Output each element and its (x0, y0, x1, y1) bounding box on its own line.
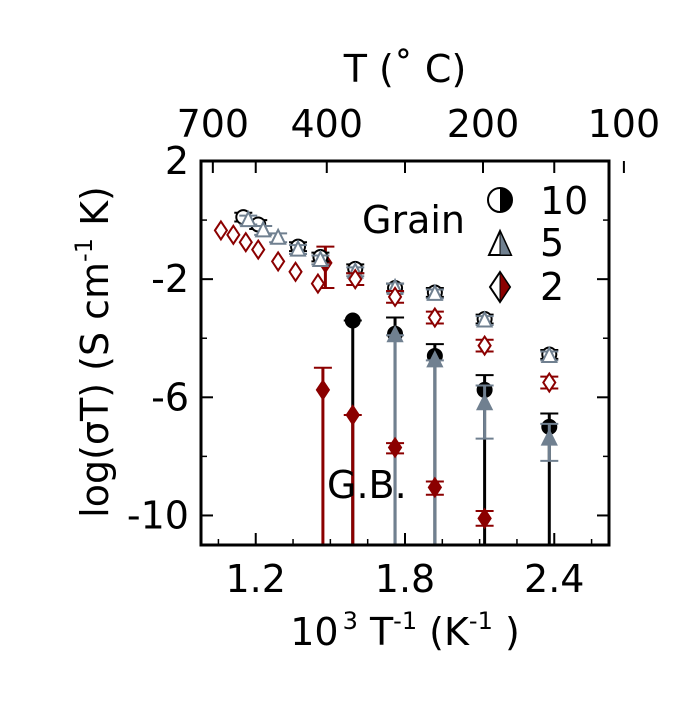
gb-point-2 (315, 379, 331, 401)
grain-point-2 (387, 286, 403, 308)
x-axis-label: 10 3 T-1 (K-1 ) (290, 607, 520, 654)
grain-point-2-shape (477, 334, 492, 357)
grain-point-5-shape (311, 249, 330, 267)
y-axis-label-exp: -1 (70, 238, 98, 262)
top-tick-label: 200 (447, 102, 520, 146)
top-tick-label: 700 (177, 102, 250, 146)
gb-point-5 (540, 428, 558, 446)
legend-marker-2 (488, 270, 512, 304)
grain-point-2 (251, 238, 266, 261)
gb-point-5 (426, 350, 444, 368)
annotation-gb: G.B. (327, 463, 407, 507)
grain-point-2-shape (288, 260, 303, 283)
gb-point-2 (427, 476, 443, 499)
grain-point-5 (426, 283, 444, 301)
y-axis-label-end: K) (73, 186, 117, 238)
grain-point-5-shape (540, 345, 558, 363)
grain-point-5 (540, 345, 558, 363)
gb-point-5-shape (475, 392, 494, 411)
y-tick-label: -6 (151, 375, 189, 419)
gb-point-2-shape (345, 404, 360, 426)
x-axis-label-exp3: -1 (469, 607, 493, 635)
x-axis-label-mid: T (358, 610, 394, 654)
grain-point-2 (427, 306, 443, 329)
x-tick-label: 2.4 (524, 557, 584, 601)
legend-marker-5 (487, 228, 513, 256)
grain-point-2 (213, 219, 229, 242)
grain-point-5-shape (239, 209, 257, 228)
gb-point-2-shape (315, 379, 331, 401)
grain-point-5-shape (269, 227, 287, 245)
legend-marker-10 (487, 187, 513, 213)
y-tick-label: -10 (127, 493, 189, 537)
gb-point-2 (345, 404, 360, 426)
grain-point-2-shape (270, 250, 286, 273)
y-tick-label: 2 (165, 139, 189, 183)
top-tick-label: 100 (588, 102, 661, 146)
gb-point-2-shape (477, 507, 492, 530)
gb-point-2-shape (387, 436, 403, 459)
y-tick-label: -2 (151, 257, 189, 301)
grain-point-2-shape (238, 231, 253, 254)
grain-point-5 (311, 249, 330, 267)
legend-label-2: 2 (540, 265, 564, 309)
gb-point-2 (387, 436, 403, 459)
gb-point-5-shape (426, 350, 444, 368)
top-axis-label: T (˚ C) (343, 47, 467, 91)
grain-point-5 (239, 209, 257, 228)
grain-point-2 (270, 250, 286, 273)
grain-point-5 (254, 220, 272, 238)
grain-point-2 (288, 260, 303, 283)
x-tick-label: 1.2 (226, 557, 286, 601)
grain-point-2-shape (427, 306, 443, 329)
grain-point-5-shape (426, 283, 444, 301)
x-axis-label-paren: (K (417, 610, 470, 654)
gb-point-5 (475, 392, 494, 411)
gb-point-5-shape (386, 325, 404, 343)
x-axis-label-exp: 3 (343, 607, 358, 635)
grain-point-5-shape (475, 310, 494, 328)
y-axis-label: log(σT) (S cm-1 K) (70, 186, 117, 518)
grain-point-2 (238, 231, 253, 254)
x-axis-label-base: 10 (290, 610, 338, 654)
gb-point-2 (477, 507, 492, 530)
tick-layer: 1.2 1.8 2.4 2 -2 -6 -10 700 400 200 100 (127, 102, 660, 601)
grain-point-2 (348, 268, 363, 290)
grain-point-2 (542, 371, 557, 394)
y-axis-label-main: log(σT) (S cm (73, 262, 117, 518)
x-axis-label-exp2: -1 (393, 607, 417, 635)
grain-point-2-shape (310, 272, 326, 295)
grain-point-5 (269, 227, 287, 245)
gb-point-5 (386, 325, 404, 343)
grain-point-5 (289, 239, 307, 257)
x-axis-label-close: ) (493, 610, 520, 654)
gb-point-5-shape (540, 428, 558, 446)
grain-point-5 (475, 310, 494, 328)
grain-point-2-shape (348, 268, 363, 290)
gb-point-10-shape (344, 312, 361, 329)
grain-point-2 (310, 272, 326, 295)
plot-layer (213, 209, 559, 545)
legend: 10 5 2 (487, 179, 588, 309)
annotation-grain: Grain (362, 198, 465, 242)
grain-point-5-shape (289, 239, 307, 257)
top-tick-label: 400 (291, 102, 364, 146)
grain-point-2-shape (226, 224, 241, 246)
grain-point-2 (477, 334, 492, 357)
grain-point-5-shape (254, 220, 272, 238)
legend-label-5: 5 (540, 221, 564, 265)
grain-point-2-shape (213, 219, 229, 242)
x-tick-label: 1.8 (375, 557, 435, 601)
grain-point-2-shape (542, 371, 557, 394)
legend-label-10: 10 (540, 179, 588, 223)
gb-point-10 (344, 312, 361, 329)
grain-point-2 (226, 224, 241, 246)
grain-point-2-shape (251, 238, 266, 261)
gb-point-2-shape (427, 476, 443, 499)
grain-point-2-shape (387, 286, 403, 308)
